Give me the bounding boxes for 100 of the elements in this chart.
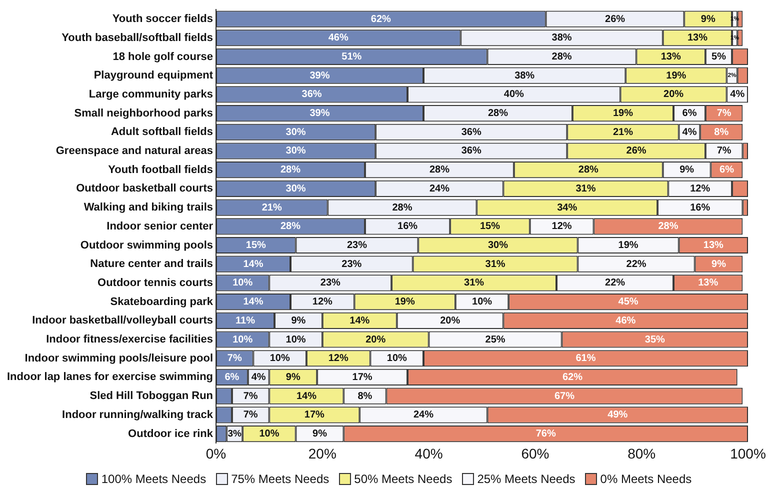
data-label: 36% bbox=[302, 89, 322, 100]
data-label: 14% bbox=[350, 315, 370, 326]
data-label: 31% bbox=[464, 278, 484, 289]
data-label: 15% bbox=[480, 221, 500, 232]
legend-label: 100% Meets Needs bbox=[101, 472, 206, 486]
data-label: 46% bbox=[616, 315, 636, 326]
y-tick-label: Walking and biking trails bbox=[84, 202, 214, 214]
data-label: 30% bbox=[286, 183, 306, 194]
legend-label: 25% Meets Needs bbox=[477, 472, 576, 486]
data-label: 62% bbox=[370, 14, 392, 25]
y-tick-label: Indoor basketball/volleyball courts bbox=[32, 314, 214, 327]
y-tick-label: Greenspace and natural areas bbox=[56, 145, 214, 158]
data-label: 17% bbox=[304, 410, 325, 421]
data-label: 12% bbox=[312, 296, 333, 308]
data-label: 20% bbox=[440, 315, 460, 326]
data-label: 40% bbox=[504, 89, 524, 100]
data-label: 17% bbox=[352, 372, 372, 383]
data-label: 19% bbox=[394, 296, 415, 308]
data-label: 28% bbox=[280, 164, 301, 176]
data-label: 22% bbox=[604, 278, 626, 289]
data-label: 28% bbox=[488, 108, 508, 120]
data-label: 12% bbox=[552, 221, 572, 232]
y-tick-label: Outdoor swimming pools bbox=[80, 239, 214, 252]
data-label: 36% bbox=[461, 126, 482, 138]
data-label: 20% bbox=[664, 89, 684, 100]
data-label: 24% bbox=[429, 183, 450, 194]
data-label: 28% bbox=[392, 202, 412, 214]
data-label: 9% bbox=[291, 315, 306, 326]
data-label: 38% bbox=[514, 70, 535, 82]
data-label: 23% bbox=[346, 240, 368, 251]
data-label: 39% bbox=[310, 70, 330, 82]
data-label: 51% bbox=[342, 51, 362, 62]
data-label: 7% bbox=[716, 146, 732, 157]
data-label: 10% bbox=[259, 428, 280, 440]
data-label: 38% bbox=[552, 32, 572, 44]
data-label: 7% bbox=[243, 390, 258, 402]
data-label: 46% bbox=[328, 32, 348, 44]
data-label: 3% bbox=[228, 428, 242, 440]
y-tick-label: Indoor running/walking track bbox=[62, 408, 214, 421]
data-label: 19% bbox=[618, 240, 638, 251]
y-tick-label: Playground equipment bbox=[94, 70, 214, 82]
y-tick-label: Outdoor basketball courts bbox=[76, 182, 214, 195]
y-tick-label: Sled Hill Toboggan Run bbox=[90, 390, 214, 402]
data-label: 14% bbox=[243, 258, 264, 270]
x-tick-label: 40% bbox=[414, 445, 443, 462]
data-label: 61% bbox=[576, 353, 596, 364]
data-label: 67% bbox=[554, 390, 575, 402]
x-tick-label: 0% bbox=[206, 445, 226, 462]
data-label: 9% bbox=[312, 428, 328, 440]
data-label: 35% bbox=[644, 334, 666, 346]
data-label: 13% bbox=[698, 278, 718, 289]
y-tick-label: Indoor swimming pools/leisure pool bbox=[24, 352, 214, 364]
data-label: 6% bbox=[224, 372, 240, 383]
x-tick-label: 80% bbox=[628, 445, 656, 462]
data-label: 16% bbox=[398, 221, 418, 232]
data-label: 11% bbox=[236, 315, 256, 326]
data-label: 9% bbox=[700, 14, 716, 25]
legend-label: 75% Meets Needs bbox=[231, 472, 330, 486]
y-tick-label: Adult softball fields bbox=[110, 126, 214, 138]
data-label: 22% bbox=[626, 258, 646, 270]
data-label: 20% bbox=[366, 334, 386, 346]
data-label: 30% bbox=[286, 126, 306, 138]
legend-label: 50% Meets Needs bbox=[354, 472, 452, 486]
y-tick-label: Indoor fitness/exercise facilities bbox=[46, 334, 214, 346]
data-label: 10% bbox=[386, 353, 407, 364]
y-tick-label: Small neighborhood parks bbox=[74, 107, 214, 120]
data-label: 23% bbox=[342, 258, 362, 270]
y-tick-label: Outdoor ice rink bbox=[128, 428, 214, 440]
data-label: 8% bbox=[714, 126, 729, 138]
data-label: 28% bbox=[280, 221, 301, 232]
data-label: 36% bbox=[461, 146, 482, 157]
x-tick-label: 60% bbox=[521, 445, 550, 462]
data-label: 5% bbox=[712, 51, 726, 62]
data-label: 76% bbox=[536, 428, 556, 440]
y-tick-label: Indoor senior center bbox=[106, 220, 214, 232]
data-label: 7% bbox=[243, 410, 258, 421]
data-label: 14% bbox=[243, 296, 264, 308]
y-tick-label: Skateboarding park bbox=[110, 296, 214, 308]
data-label: 15% bbox=[246, 240, 266, 251]
data-label: 9% bbox=[712, 258, 726, 270]
x-tick-label: 100% bbox=[730, 445, 766, 462]
data-label: 21% bbox=[262, 202, 282, 214]
data-label: 4% bbox=[730, 89, 745, 100]
data-label: 4% bbox=[251, 372, 266, 383]
y-tick-label: Large community parks bbox=[88, 88, 214, 100]
data-label: 62% bbox=[562, 372, 583, 383]
data-label: 45% bbox=[618, 296, 638, 308]
y-tick-label: 18 hole golf course bbox=[112, 50, 214, 63]
data-label: 19% bbox=[666, 70, 686, 82]
data-label: 12% bbox=[690, 183, 710, 194]
data-label: 28% bbox=[552, 51, 572, 62]
y-tick-label: Indoor lap lanes for exercise swimming bbox=[6, 371, 214, 384]
data-label: 16% bbox=[690, 202, 710, 214]
y-tick-label: Outdoor tennis courts bbox=[98, 276, 214, 289]
data-label: 10% bbox=[270, 353, 290, 364]
data-label: 7% bbox=[227, 353, 242, 364]
data-label: 10% bbox=[286, 334, 306, 346]
data-label: 14% bbox=[296, 390, 317, 402]
data-label: 49% bbox=[608, 410, 628, 421]
data-label: 31% bbox=[576, 183, 596, 194]
